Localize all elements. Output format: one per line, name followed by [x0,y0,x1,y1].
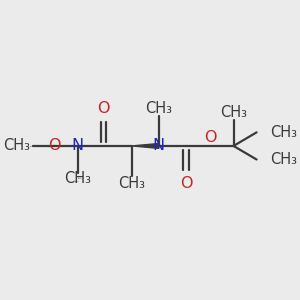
Text: O: O [48,138,61,153]
Polygon shape [132,143,159,148]
Text: O: O [97,101,110,116]
Text: CH₃: CH₃ [64,171,91,186]
Text: N: N [153,138,165,153]
Text: methyl: methyl [75,181,80,182]
Text: CH₃: CH₃ [146,101,172,116]
Text: methoxy: methoxy [30,145,36,147]
Text: N: N [71,138,84,153]
Text: O: O [204,130,217,145]
Text: CH₃: CH₃ [3,138,30,153]
Text: CH₃: CH₃ [270,125,297,140]
Text: methoxy: methoxy [32,145,38,146]
Text: methyl: methyl [77,178,83,179]
Text: O: O [180,176,192,191]
Text: CH₃: CH₃ [118,176,145,191]
Text: CH₃: CH₃ [270,152,297,167]
Text: CH₃: CH₃ [220,104,247,119]
